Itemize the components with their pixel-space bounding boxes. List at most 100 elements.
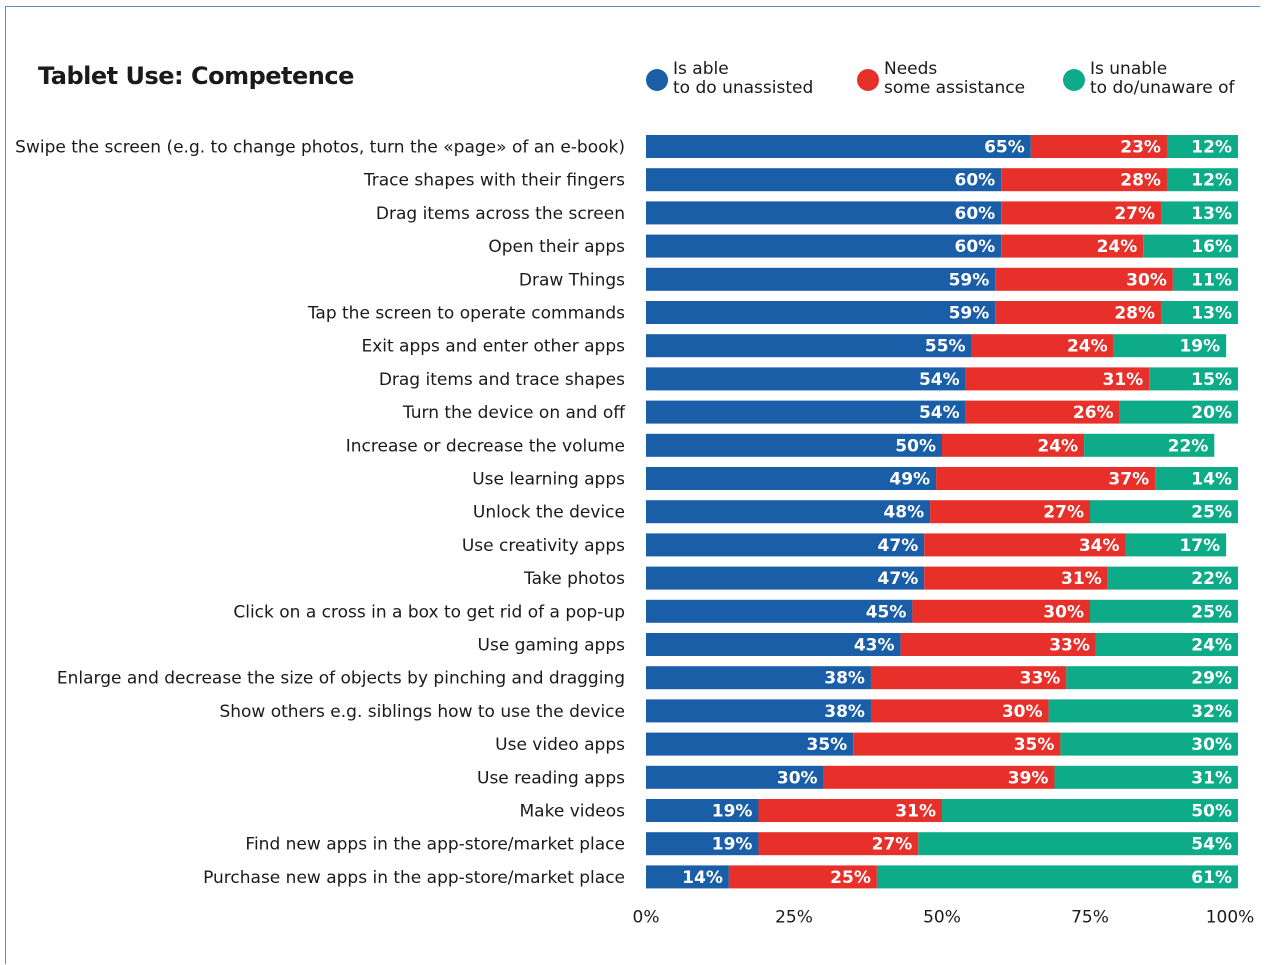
category-label: Drag items and trace shapes <box>379 370 625 390</box>
category-label: Use creativity apps <box>462 536 625 556</box>
data-label-series-1: 28% <box>1114 304 1155 324</box>
bar-segment-series-1 <box>995 301 1162 324</box>
chart-title: Tablet Use: Competence <box>38 62 354 90</box>
bar-segment-series-1 <box>924 533 1126 557</box>
bar-segment-series-0 <box>646 832 759 856</box>
bar-segment-series-1 <box>965 367 1150 391</box>
bar-segment-series-0 <box>646 765 824 789</box>
data-label-series-0: 54% <box>919 370 960 390</box>
bar-segment-series-1 <box>995 267 1173 291</box>
data-label-series-1: 31% <box>1061 569 1102 589</box>
legend-swatch-unable <box>1063 69 1085 91</box>
bar-segment-series-0 <box>646 666 871 690</box>
category-label: Drag items across the screen <box>376 204 625 224</box>
bar-segment-series-0 <box>646 334 972 358</box>
bar-segment-series-0 <box>646 267 996 291</box>
data-label-series-0: 19% <box>712 802 753 822</box>
bar-segment-series-2 <box>1090 500 1238 524</box>
category-label: Enlarge and decrease the size of objects… <box>57 669 625 689</box>
bar-segment-series-2 <box>1172 267 1238 291</box>
data-label-series-2: 32% <box>1191 702 1232 722</box>
bar-segment-series-0 <box>646 533 925 557</box>
category-label: Draw Things <box>519 270 625 290</box>
bar-segment-series-2 <box>1066 666 1238 690</box>
data-label-series-2: 19% <box>1179 337 1220 357</box>
data-label-series-2: 54% <box>1191 835 1232 855</box>
data-label-series-2: 30% <box>1191 735 1232 755</box>
bar-segment-series-1 <box>870 699 1049 723</box>
x-tick-label: 100% <box>1206 907 1255 927</box>
bar-segment-series-2 <box>1125 533 1227 557</box>
bar-segment-series-1 <box>823 765 1055 789</box>
category-label: Use video apps <box>495 735 625 755</box>
bar-segment-series-0 <box>646 234 1002 258</box>
category-label: Show others e.g. siblings how to use the… <box>219 702 625 722</box>
bar-segment-series-1 <box>1030 135 1167 158</box>
data-label-series-0: 65% <box>984 138 1025 158</box>
bar-segment-series-2 <box>876 865 1238 889</box>
category-label: Turn the device on and off <box>402 403 626 423</box>
data-label-series-1: 30% <box>1126 270 1167 290</box>
data-label-series-2: 50% <box>1191 802 1232 822</box>
bar-segment-series-0 <box>646 400 966 424</box>
bar-segment-series-1 <box>924 566 1108 590</box>
data-label-series-2: 11% <box>1191 270 1232 290</box>
data-label-series-2: 20% <box>1191 403 1232 423</box>
data-label-series-0: 43% <box>854 636 895 656</box>
data-label-series-1: 31% <box>895 802 936 822</box>
data-label-series-1: 30% <box>1002 702 1043 722</box>
data-label-series-0: 48% <box>883 503 924 523</box>
legend-label-unassisted: Is able to do unassisted <box>673 59 814 98</box>
data-label-series-1: 30% <box>1043 602 1084 622</box>
x-tick-label: 25% <box>775 907 813 927</box>
data-label-series-0: 50% <box>895 436 936 456</box>
bar-segment-series-2 <box>1119 400 1238 424</box>
bar-segment-series-1 <box>728 865 877 889</box>
data-label-series-2: 16% <box>1191 237 1232 257</box>
bar-segment-series-0 <box>646 301 996 324</box>
bar-segment-series-0 <box>646 865 729 889</box>
bar-segment-series-2 <box>1161 201 1238 225</box>
bar-segment-series-1 <box>1001 168 1167 192</box>
category-label: Increase or decrease the volume <box>346 436 625 456</box>
category-label: Tap the screen to operate commands <box>307 304 625 324</box>
bar-segment-series-0 <box>646 732 854 756</box>
data-label-series-2: 13% <box>1191 204 1232 224</box>
data-label-series-0: 38% <box>824 669 865 689</box>
bar-segment-series-0 <box>646 799 759 822</box>
data-label-series-2: 15% <box>1191 370 1232 390</box>
category-label: Open their apps <box>488 237 625 257</box>
category-label: Use gaming apps <box>478 636 626 656</box>
data-label-series-1: 24% <box>1067 337 1108 357</box>
category-label: Use reading apps <box>477 768 625 788</box>
bar-segment-series-1 <box>942 433 1085 457</box>
data-label-series-0: 14% <box>682 868 723 888</box>
data-label-series-1: 24% <box>1097 237 1138 257</box>
data-label-series-0: 19% <box>712 835 753 855</box>
data-label-series-0: 59% <box>949 270 990 290</box>
data-label-series-1: 23% <box>1120 138 1161 158</box>
data-label-series-2: 24% <box>1191 636 1232 656</box>
bar-segment-series-1 <box>758 832 919 856</box>
bar-segment-series-1 <box>930 500 1090 524</box>
bar-segment-series-2 <box>1095 633 1238 656</box>
bar-segment-series-1 <box>1001 201 1162 225</box>
bar-segment-series-1 <box>971 334 1114 358</box>
category-label: Unlock the device <box>473 503 625 523</box>
legend-label-unable: Is unable to do/unaware of <box>1090 59 1235 98</box>
bar-segment-series-2 <box>1090 599 1238 623</box>
data-label-series-2: 17% <box>1179 536 1220 556</box>
bar-segment-series-1 <box>870 666 1067 690</box>
bar-segment-series-1 <box>853 732 1061 756</box>
data-label-series-1: 25% <box>830 868 871 888</box>
data-label-series-1: 27% <box>872 835 913 855</box>
bar-segment-series-2 <box>1166 135 1238 158</box>
category-label: Use learning apps <box>472 470 625 490</box>
data-label-series-1: 24% <box>1037 436 1078 456</box>
x-tick-label: 50% <box>923 907 961 927</box>
data-label-series-0: 60% <box>954 237 995 257</box>
bar-segment-series-0 <box>646 367 966 391</box>
data-label-series-0: 35% <box>806 735 847 755</box>
bar-segment-series-0 <box>646 566 925 590</box>
